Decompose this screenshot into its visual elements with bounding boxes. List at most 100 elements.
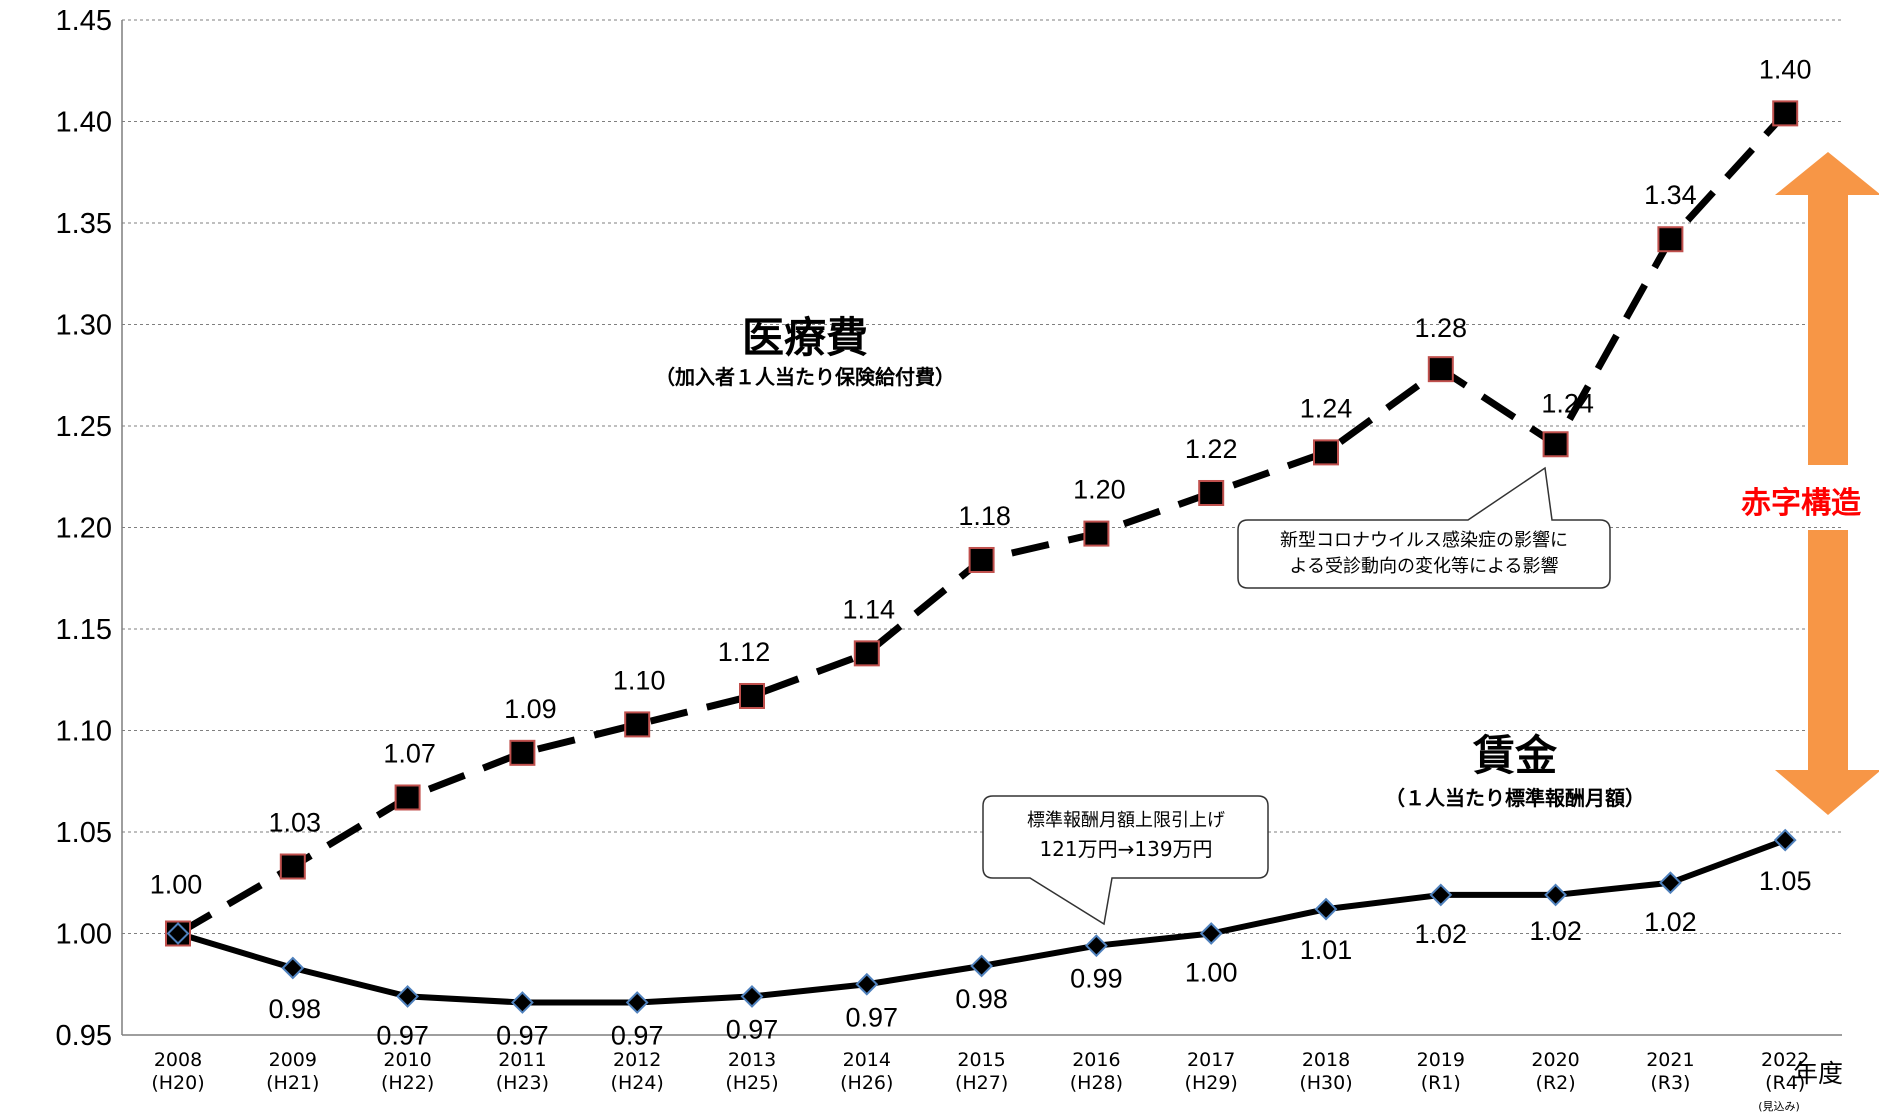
data-label-s0-1: 1.03 — [269, 808, 322, 838]
x-tick-2021: 2021 — [1646, 1049, 1694, 1071]
marker-s0-9 — [1198, 479, 1225, 506]
marker-s1-12 — [1544, 883, 1568, 907]
data-label-s0-2: 1.07 — [383, 738, 436, 768]
data-label-s0-3: 1.09 — [504, 694, 557, 724]
x-tick-2018: 2018 — [1302, 1049, 1350, 1071]
y-tick-1.00: 1.00 — [56, 919, 112, 951]
x-tick-sub-2021: (R3) — [1650, 1072, 1690, 1094]
x-axis-ticks: 2008(H20) 2009(H21) 2010(H22) 2011(H23) 2012… — [151, 1049, 1809, 1094]
data-label-s1-8: 0.99 — [1070, 964, 1123, 994]
y-tick-1.15: 1.15 — [56, 614, 112, 646]
x-tick-sub-2008: (H20) — [151, 1072, 204, 1094]
marker-s0-6 — [853, 640, 880, 667]
data-label-s1-10: 1.01 — [1300, 935, 1353, 965]
annotation-covid-callout: 新型コロナウイルス感染症の影響に よる受診動向の変化等による影響 — [1237, 466, 1611, 589]
x-tick-sub-2020: (R2) — [1536, 1072, 1576, 1094]
marker-s0-7 — [968, 546, 995, 573]
x-tick-2016: 2016 — [1072, 1049, 1120, 1071]
data-label-s0-12: 1.24 — [1541, 388, 1594, 418]
marker-s0-4 — [624, 711, 651, 738]
marker-s1-5 — [740, 985, 764, 1008]
x-tick-2022: 2022 — [1761, 1049, 1809, 1071]
marker-s0-13 — [1657, 226, 1684, 253]
annotation-wage-line-2: 121万円→139万円 — [1039, 837, 1212, 861]
data-label-s0-6: 1.14 — [843, 594, 896, 624]
marker-s1-1 — [281, 956, 305, 980]
marker-s0-5 — [739, 682, 765, 709]
y-axis-ticks: 0.95 1.00 1.05 1.10 1.15 1.20 1.25 1.30 1.35 1.40… — [56, 5, 112, 1052]
marker-s1-3 — [510, 991, 534, 1014]
data-label-s0-8: 1.20 — [1073, 475, 1126, 505]
data-label-s0-9: 1.22 — [1185, 434, 1238, 464]
data-label-s1-14: 1.05 — [1759, 866, 1812, 896]
x-tick-2014: 2014 — [843, 1049, 891, 1071]
gap-arrow-down — [1775, 530, 1879, 815]
marker-s0-2 — [394, 784, 421, 811]
y-tick-1.35: 1.35 — [56, 208, 112, 240]
y-tick-1.30: 1.30 — [56, 310, 112, 342]
x-tick-sub-2010: (H22) — [381, 1072, 434, 1094]
annotation-covid-line-1: 新型コロナウイルス感染症の影響に — [1280, 530, 1568, 551]
x-axis-unit: 年度 — [1793, 1059, 1843, 1088]
x-tick-sub-2019: (R1) — [1421, 1072, 1461, 1094]
data-label-s0-4: 1.10 — [613, 665, 666, 695]
x-tick-2013: 2013 — [728, 1049, 776, 1071]
data-label-s1-11: 1.02 — [1415, 919, 1468, 949]
x-tick-2010: 2010 — [383, 1049, 431, 1071]
marker-s0-10 — [1313, 439, 1339, 466]
y-tick-1.20: 1.20 — [56, 513, 112, 545]
marker-s0-12 — [1542, 431, 1569, 458]
x-tick-sub-2016: (H28) — [1070, 1072, 1123, 1094]
data-label-s1-6: 0.97 — [846, 1002, 899, 1032]
y-tick-1.25: 1.25 — [56, 411, 112, 443]
data-label-s1-9: 1.00 — [1185, 958, 1238, 988]
marker-s0-3 — [509, 739, 536, 766]
data-label-s1-13: 1.02 — [1644, 907, 1697, 937]
marker-s0-1 — [279, 853, 306, 880]
marker-s1-11 — [1429, 883, 1453, 907]
gap-arrow-up — [1775, 152, 1879, 465]
data-label-s1-7: 0.98 — [955, 984, 1008, 1014]
marker-s1-6 — [855, 972, 879, 996]
marker-s1-13 — [1658, 871, 1682, 895]
deficit-structure-label: 赤字構造 — [1741, 486, 1861, 521]
x-tick-sub-2011: (H23) — [496, 1072, 549, 1094]
series-title-wage: 賃金 — [1472, 731, 1558, 780]
marker-s0-8 — [1083, 520, 1110, 547]
marker-s1-9 — [1199, 922, 1223, 945]
marker-s1-4 — [625, 991, 649, 1014]
x-tick-2020: 2020 — [1531, 1049, 1579, 1071]
annotation-covid-line-2: よる受診動向の変化等による影響 — [1290, 556, 1559, 577]
series-subtitle-medical: （加入者１人当たり保険給付費） — [655, 365, 955, 389]
y-tick-1.10: 1.10 — [56, 716, 112, 748]
y-tick-1.45: 1.45 — [56, 5, 112, 37]
x-tick-sub-2017: (H29) — [1185, 1072, 1238, 1094]
data-label-s0-5: 1.12 — [718, 637, 771, 667]
data-label-s0-0: 1.00 — [150, 870, 203, 900]
series-markers — [165, 100, 1799, 1014]
data-label-s1-1: 0.98 — [269, 994, 322, 1024]
annotation-wage-callout: 標準報酬月額上限引上げ 121万円→139万円 — [982, 795, 1269, 926]
data-label-s0-7: 1.18 — [958, 501, 1011, 531]
series-subtitle-wage: （１人当たり標準報酬月額） — [1385, 786, 1645, 810]
data-labels: 1.00 1.03 1.07 1.09 1.10 1.12 1.14 1.18 1.20 1.22… — [150, 54, 1812, 1050]
data-label-s0-14: 1.40 — [1759, 54, 1812, 84]
x-tick-sub-2018: (H30) — [1299, 1072, 1352, 1094]
x-tick-sub-2015: (H27) — [955, 1072, 1008, 1094]
axes — [121, 20, 1842, 1036]
y-tick-0.95: 0.95 — [56, 1020, 112, 1052]
x-tick-sub-2022: (R4) — [1765, 1072, 1805, 1094]
x-tick-2017: 2017 — [1187, 1049, 1235, 1071]
data-label-s1-4: 0.97 — [611, 1021, 664, 1051]
x-tick-sub-2013: (H25) — [725, 1072, 778, 1094]
y-tick-1.05: 1.05 — [56, 817, 112, 849]
marker-s0-11 — [1427, 356, 1454, 383]
data-label-s1-3: 0.97 — [496, 1021, 549, 1051]
annotation-covid-box — [1237, 466, 1611, 589]
marker-s1-7 — [970, 954, 994, 978]
data-label-s1-2: 0.97 — [376, 1020, 429, 1050]
marker-s1-0 — [166, 922, 190, 945]
marker-s1-10 — [1314, 897, 1338, 921]
data-label-s1-12: 1.02 — [1529, 916, 1582, 946]
